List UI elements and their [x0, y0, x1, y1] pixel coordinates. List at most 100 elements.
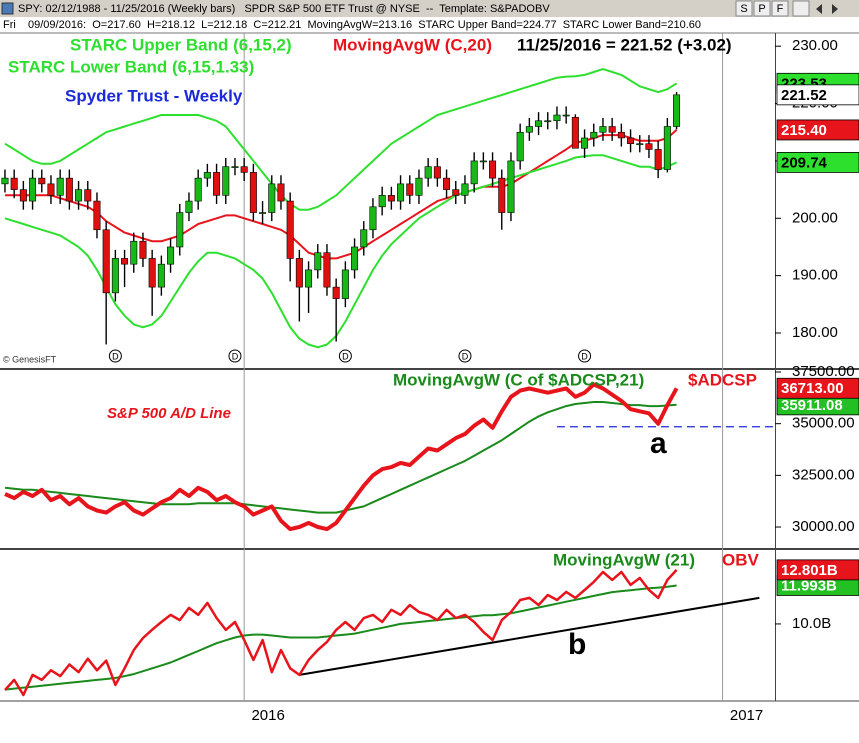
candle-body [571, 117, 579, 149]
candle-body [673, 94, 681, 127]
candle-body [663, 126, 671, 170]
candle-body [111, 258, 119, 294]
candle-body [249, 172, 257, 213]
candle-body [636, 143, 644, 146]
candle-body [176, 212, 184, 248]
candle-body [341, 269, 349, 299]
candle-body [75, 189, 83, 202]
value-tag-label: 209.74 [781, 154, 828, 171]
y-tick-label: 32500.00 [792, 466, 855, 483]
candle-body [84, 189, 92, 202]
dividend-label: D [581, 351, 588, 361]
candle-body [516, 131, 524, 162]
value-tag [776, 119, 859, 141]
series-line [4, 401, 677, 514]
value-tag [776, 84, 859, 106]
annotation: S&P 500 A/D Line [107, 405, 231, 422]
dividend-label: D [342, 351, 349, 361]
legend-entry: MovingAvgW (C of $ADCSP,21) [393, 370, 644, 389]
value-tag-label: 221.52 [781, 87, 827, 104]
button[interactable] [735, 0, 753, 17]
candle-body [608, 126, 616, 133]
candle-body [19, 189, 27, 202]
info-day: Fri [3, 19, 16, 31]
candle-body [323, 252, 331, 288]
dividend-marker [108, 349, 122, 363]
y-tick-label: 30000.00 [792, 518, 855, 535]
series-line [4, 569, 678, 697]
candle-body [1, 177, 9, 185]
candle-body [627, 137, 635, 145]
dividend-label: D [462, 351, 469, 361]
candle-body [452, 189, 460, 196]
candle-body [65, 177, 73, 202]
candle-body [599, 126, 607, 133]
candle-body [167, 246, 175, 265]
y-tick-label: 180.00 [792, 324, 838, 341]
app-icon [1, 2, 14, 15]
candle-body [581, 137, 589, 149]
candle-body [507, 160, 515, 213]
button-label[interactable]: S [740, 3, 747, 15]
candle-body [148, 258, 156, 288]
series-line [4, 382, 679, 532]
candle-body [387, 195, 395, 202]
value-tag [776, 377, 859, 399]
candle-body [332, 286, 340, 299]
value-tag-label: 11.993B [781, 577, 837, 594]
candle-body [479, 160, 487, 163]
dividend-marker [228, 349, 242, 363]
legend-entry: OBV [722, 550, 760, 569]
y-tick-label: 10.0B [792, 615, 831, 632]
series-line [4, 154, 678, 349]
button-label[interactable]: P [758, 3, 765, 15]
candle-body [10, 177, 18, 190]
series-line [5, 129, 678, 260]
candle-body [369, 206, 377, 231]
legend-entry: STARC Upper Band (6,15,2) [70, 35, 292, 54]
value-tag-label: 12.801B [781, 562, 838, 579]
candle-body [130, 240, 138, 265]
credit: © GenesisFT [3, 354, 57, 364]
value-tag [776, 559, 859, 581]
legend-entry: STARC Lower Band (6,15,1.33) [8, 57, 254, 76]
dividend-marker [338, 349, 352, 363]
candle-body [498, 177, 506, 213]
candle-body [203, 172, 211, 179]
symbol-line: SPY: 02/12/1988 - 11/25/2016 (Weekly bar… [18, 3, 550, 15]
value-tag-label: 35911.08 [781, 397, 843, 414]
candle-body [397, 183, 405, 202]
trendline [299, 596, 760, 676]
value-tag [776, 152, 859, 173]
candle-body [617, 131, 625, 139]
y-tick-label: 190.00 [792, 267, 838, 284]
candle-body [213, 172, 221, 196]
candle-body [424, 166, 432, 179]
candle-body [461, 183, 469, 196]
dividend-marker [458, 349, 472, 363]
candle-body [525, 126, 533, 133]
marker-label: b [568, 628, 586, 661]
candle-body [590, 131, 598, 139]
candle-body [443, 177, 451, 190]
candle-body [378, 195, 386, 208]
legend-entry: MovingAvgW (C,20) [333, 35, 492, 54]
dividend-label: D [112, 351, 119, 361]
button[interactable] [771, 0, 789, 17]
checkbox[interactable] [792, 0, 810, 17]
candle-body [240, 166, 248, 173]
candle-body [47, 183, 55, 196]
legend-entry: MovingAvgW (21) [553, 550, 695, 569]
candle-body [222, 166, 230, 196]
candle-body [470, 160, 478, 185]
candle-body [305, 269, 313, 288]
scroll-arrows[interactable] [816, 4, 838, 14]
candle-body [29, 177, 37, 202]
button-label[interactable]: F [777, 3, 784, 15]
candle-body [351, 246, 359, 271]
info-data: 09/09/2016: O=217.60 H=218.12 L=212.18 C… [28, 19, 701, 31]
candle-body [489, 160, 497, 179]
title-bar [0, 0, 859, 17]
candle-body [194, 177, 202, 202]
button[interactable] [753, 0, 771, 17]
